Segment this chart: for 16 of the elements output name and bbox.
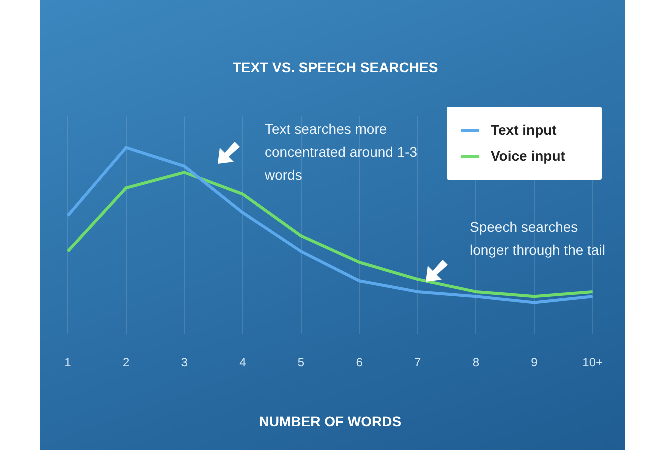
- x-axis-title: NUMBER OF WORDS: [259, 413, 402, 430]
- x-tick-label: 7: [414, 355, 422, 370]
- chart-title: TEXT VS. SPEECH SEARCHES: [232, 59, 438, 76]
- x-tick-label: 5: [298, 355, 305, 370]
- annotation: Speech searches longer through the tail: [470, 218, 606, 260]
- x-tick-label: 2: [122, 355, 130, 370]
- legend-label: Text input: [491, 122, 557, 138]
- x-tick-label: 10+: [582, 355, 603, 370]
- x-tick-label: 9: [531, 355, 538, 370]
- x-tick-label: 4: [240, 355, 247, 370]
- annotation: Text searches more concentrated around 1-3 words: [265, 120, 419, 185]
- legend-label: Voice input: [491, 148, 566, 164]
- x-tick-label: 6: [356, 355, 364, 370]
- x-tick-label: 1: [64, 355, 72, 370]
- x-tick-label: 3: [181, 355, 188, 370]
- x-tick-label: 8: [472, 355, 480, 370]
